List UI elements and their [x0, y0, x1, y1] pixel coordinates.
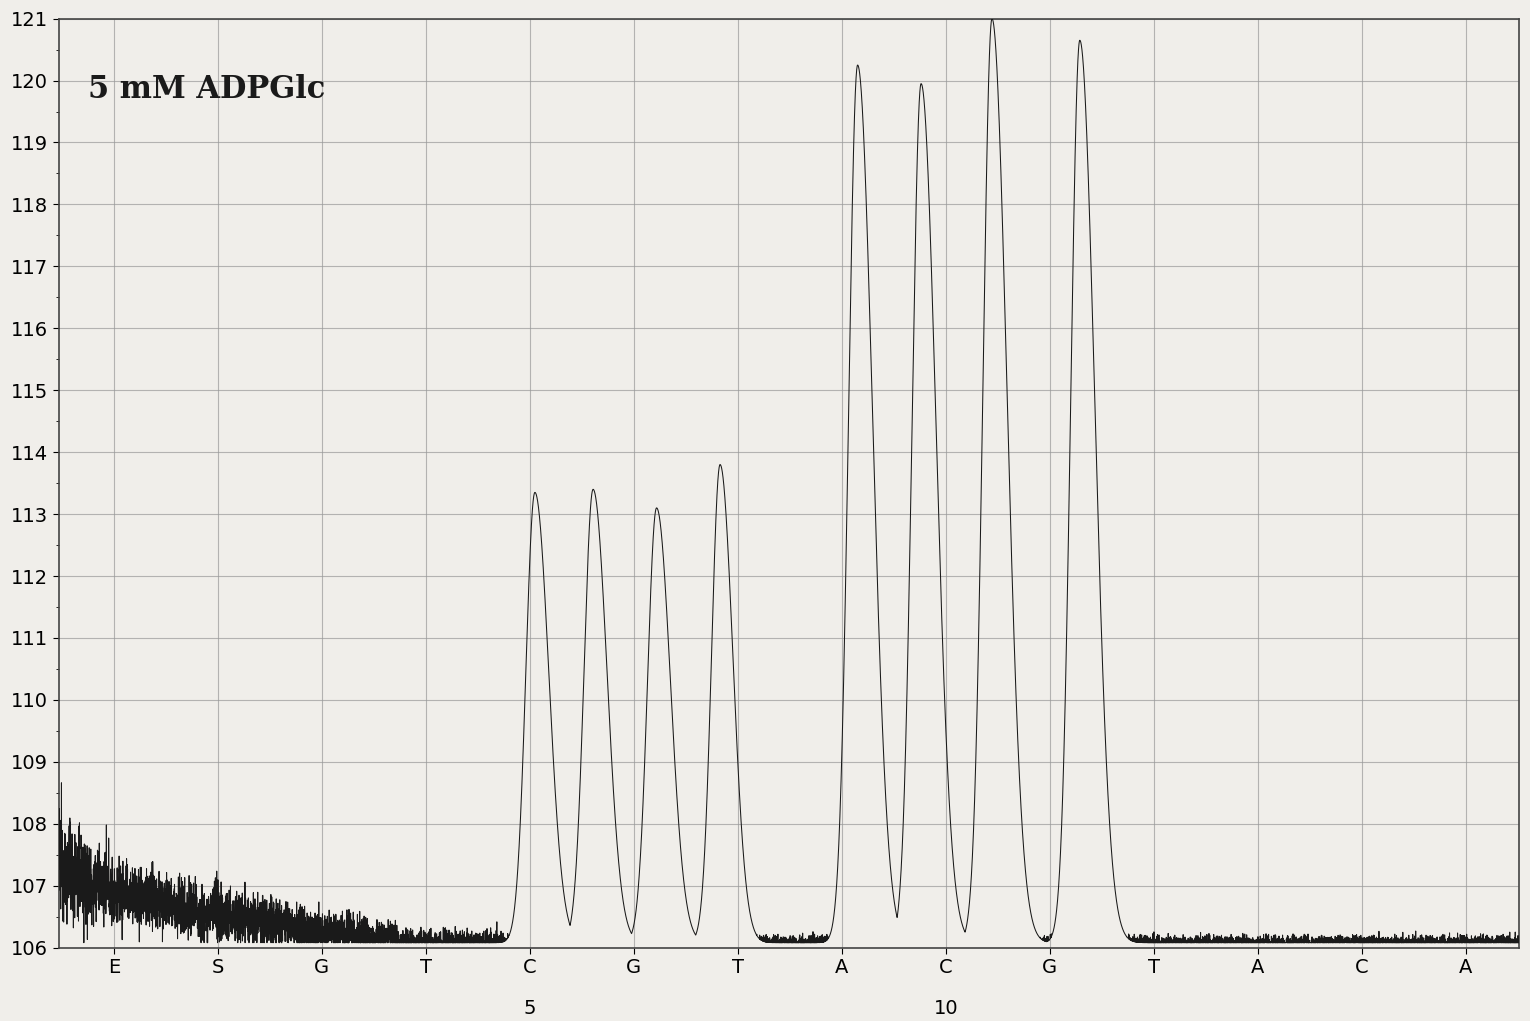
- Text: 5 mM ADPGlc: 5 mM ADPGlc: [89, 75, 326, 105]
- Text: 10: 10: [933, 999, 958, 1018]
- Text: 5: 5: [523, 999, 535, 1018]
